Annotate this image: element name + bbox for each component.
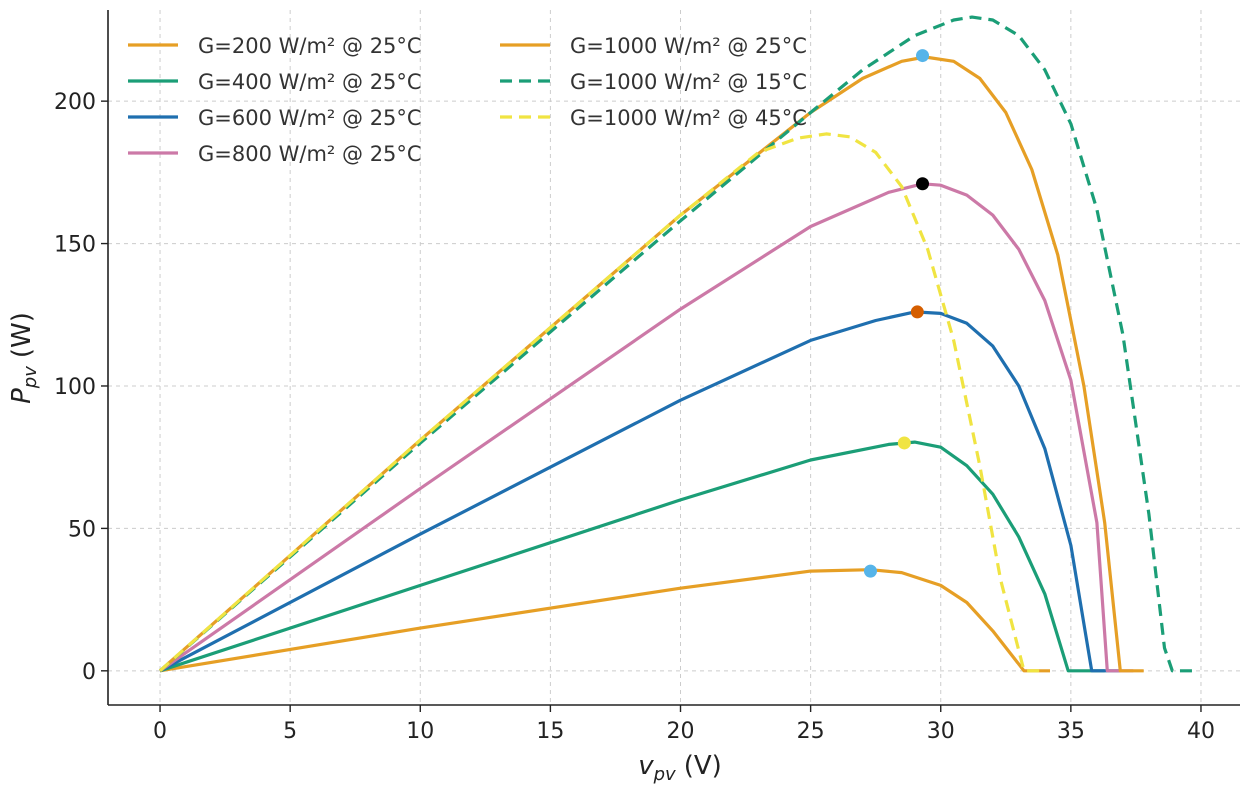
x-tick-label: 10 (406, 719, 434, 744)
mpp-markers (863, 49, 930, 578)
x-tick-label: 15 (536, 719, 564, 744)
mpp-marker-2 (897, 436, 911, 450)
legend-label-5: G=1000 W/m² @ 25°C (570, 34, 807, 58)
grid (108, 10, 1240, 705)
y-tick-label: 50 (68, 517, 96, 542)
legend-label-7: G=1000 W/m² @ 45°C (570, 106, 807, 130)
series-line-3 (159, 310, 1121, 673)
series-line-7 (158, 132, 1045, 673)
x-tick-label: 30 (927, 719, 955, 744)
series-line-2 (159, 440, 1105, 673)
legend-label-3: G=600 W/m² @ 25°C (198, 106, 422, 130)
legend: G=200 W/m² @ 25°C G=400 W/m² @ 25°C G=600 … (128, 34, 807, 166)
y-axis-label: Ppv(W) (7, 312, 41, 404)
legend-label-6: G=1000 W/m² @ 15°C (570, 70, 807, 94)
mpp-marker-5 (916, 49, 930, 63)
series-line-5 (158, 55, 1144, 673)
x-axis-label: vpv (V) (638, 751, 722, 785)
series-lines (158, 15, 1194, 673)
y-tick-label: 150 (54, 233, 96, 258)
mpp-marker-1 (863, 564, 877, 578)
y-tick-label: 100 (54, 375, 96, 400)
axes (107, 10, 1240, 706)
legend-label-4: G=800 W/m² @ 25°C (198, 142, 422, 166)
x-tick-label: 35 (1057, 719, 1085, 744)
ticks: 0 5 10 15 20 25 30 35 40 0 50 100 150 200 (54, 90, 1215, 744)
x-tick-label: 25 (797, 719, 825, 744)
mpp-marker-3 (910, 305, 924, 319)
x-tick-label: 0 (153, 719, 167, 744)
y-tick-label: 0 (82, 660, 96, 685)
series-line-4 (159, 182, 1134, 673)
legend-label-1: G=200 W/m² @ 25°C (198, 34, 422, 58)
x-tick-label: 20 (667, 719, 695, 744)
x-tick-label: 40 (1187, 719, 1215, 744)
mpp-marker-4 (916, 177, 930, 191)
series-line-1 (159, 568, 1050, 673)
series-line-6 (158, 15, 1194, 673)
legend-label-2: G=400 W/m² @ 25°C (198, 70, 422, 94)
x-tick-label: 5 (283, 719, 297, 744)
y-tick-label: 200 (54, 90, 96, 115)
